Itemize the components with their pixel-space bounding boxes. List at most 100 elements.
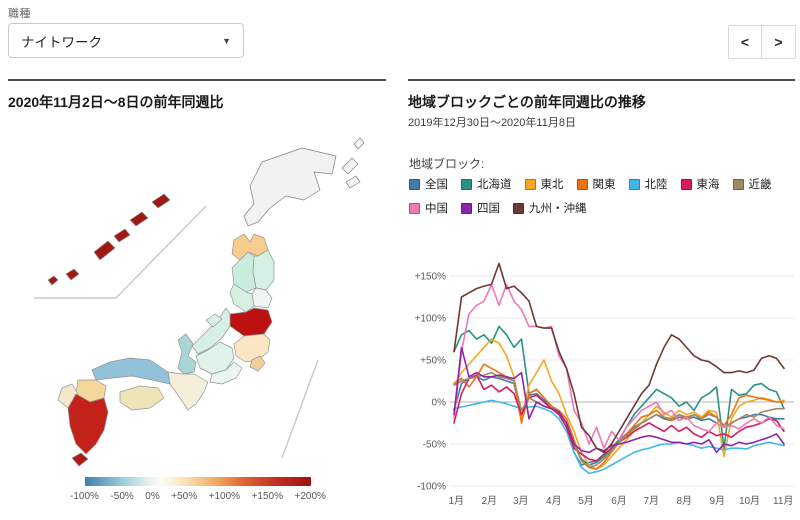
map-region-chubu[interactable] bbox=[195, 341, 235, 375]
map-region-iwate[interactable] bbox=[252, 249, 275, 291]
series-line-近畿 bbox=[453, 371, 785, 469]
legend-item[interactable]: 中国 bbox=[409, 200, 448, 216]
color-scale-tick: 0% bbox=[145, 491, 160, 502]
map-region-okinawa[interactable] bbox=[65, 268, 80, 281]
islands-inset-border bbox=[281, 359, 319, 459]
map-region-fukushima[interactable] bbox=[229, 307, 273, 337]
legend-label: 九州・沖縄 bbox=[529, 203, 587, 215]
x-axis-tick-label: 6月 bbox=[611, 495, 627, 507]
map-region-kinki[interactable] bbox=[167, 371, 209, 411]
map-region-okinawa[interactable] bbox=[113, 228, 131, 243]
legend-item[interactable]: 関東 bbox=[576, 176, 616, 192]
color-scale-tick: +50% bbox=[171, 491, 198, 502]
map-region-kyushu-south[interactable] bbox=[67, 393, 109, 455]
legend-swatch-icon bbox=[732, 178, 744, 190]
legend-swatch-icon bbox=[409, 178, 420, 190]
legend-swatch-icon bbox=[680, 178, 692, 190]
occupation-select[interactable]: ナイトワーク ▼ bbox=[8, 23, 244, 58]
y-axis-tick-label: +150% bbox=[415, 272, 447, 283]
map-region-kanto[interactable] bbox=[233, 333, 271, 363]
caret-down-icon: ▼ bbox=[222, 35, 231, 46]
map-panel-title: 2020年11月2日〜8日の前年同週比 bbox=[8, 94, 224, 110]
map-region-tokai[interactable] bbox=[209, 361, 243, 385]
legend-swatch-icon bbox=[524, 178, 536, 190]
right-panel-divider bbox=[408, 79, 795, 81]
legend-label: 近畿 bbox=[748, 179, 772, 191]
map-region-osumi-island[interactable] bbox=[71, 452, 89, 467]
chart-legend: 全国 北海道 東北 関東 北陸 東海 近畿中国 四国 九州・沖縄 bbox=[409, 176, 797, 216]
map-region-okinawa[interactable] bbox=[93, 240, 116, 261]
chart-panel-title: 地域ブロックごとの前年同週比の推移 bbox=[408, 94, 646, 110]
y-axis-tick-label: +50% bbox=[420, 356, 446, 367]
map-region-shikoku[interactable] bbox=[119, 385, 165, 411]
chart-subtitle: 2019年12月30日〜2020年11月8日 bbox=[408, 117, 576, 129]
map-region-yamagata[interactable] bbox=[229, 283, 255, 313]
x-axis-tick-label: 2月 bbox=[481, 495, 497, 507]
map-region-ne-islands[interactable] bbox=[341, 157, 359, 175]
series-line-九州・沖縄 bbox=[453, 262, 785, 454]
trend-line-chart: +150% +100% +50% 0% -50% -100%1月 2月 3月 4月 5月 6月 7月 8… bbox=[415, 262, 794, 507]
map-region-hokuriku[interactable] bbox=[177, 333, 197, 375]
legend-item[interactable]: 近畿 bbox=[732, 176, 772, 192]
map-region-chiba[interactable] bbox=[249, 355, 266, 372]
map-region-sado[interactable] bbox=[205, 313, 223, 328]
legend-item[interactable]: 北海道 bbox=[461, 176, 512, 192]
x-axis-tick-label: 7月 bbox=[643, 495, 659, 507]
legend-title: 地域ブロック: bbox=[409, 157, 485, 171]
color-scale-ticks: -100% -50% 0% +50% +100% +150% +200% bbox=[70, 491, 326, 502]
legend-label: 中国 bbox=[425, 203, 448, 215]
map-region-ne-islands[interactable] bbox=[353, 137, 365, 150]
map-region-chugoku[interactable] bbox=[91, 357, 171, 385]
left-panel-divider bbox=[8, 79, 386, 81]
filter-label: 職種 bbox=[8, 8, 31, 20]
map-region-ne-islands[interactable] bbox=[345, 175, 361, 189]
series-line-北陸 bbox=[453, 399, 785, 475]
legend-label: 四国 bbox=[477, 203, 500, 215]
color-scale-tick: +200% bbox=[294, 491, 326, 502]
legend-label: 北海道 bbox=[477, 179, 512, 191]
series-line-東北 bbox=[453, 338, 785, 470]
color-scale-tick: -100% bbox=[70, 491, 99, 502]
legend-swatch-icon bbox=[461, 178, 472, 190]
y-axis-tick-label: 0% bbox=[432, 398, 447, 409]
y-axis-tick-label: -50% bbox=[423, 440, 446, 451]
map-region-miyagi[interactable] bbox=[251, 287, 273, 309]
legend-swatch-icon bbox=[409, 202, 420, 214]
legend-label: 東海 bbox=[696, 179, 720, 191]
map-region-hokkaido[interactable] bbox=[243, 147, 337, 227]
legend-item[interactable]: 四国 bbox=[461, 200, 500, 216]
color-scale-tick: -50% bbox=[110, 491, 134, 502]
legend-label: 全国 bbox=[425, 179, 448, 191]
color-scale-tick: +100% bbox=[208, 491, 241, 502]
x-axis-tick-label: 1月 bbox=[448, 495, 464, 507]
pager: < > bbox=[728, 25, 796, 59]
legend-item[interactable]: 九州・沖縄 bbox=[513, 200, 587, 216]
next-button[interactable]: > bbox=[762, 26, 795, 58]
x-axis-tick-label: 5月 bbox=[578, 495, 594, 507]
okinawa-inset-border bbox=[34, 205, 207, 299]
legend-item[interactable]: 北陸 bbox=[628, 176, 668, 192]
x-axis-tick-label: 8月 bbox=[676, 495, 692, 507]
x-axis-tick-label: 10月 bbox=[739, 495, 760, 507]
color-scale-bar bbox=[85, 477, 311, 486]
legend-swatch-icon bbox=[628, 178, 640, 190]
x-axis-tick-label: 3月 bbox=[513, 495, 529, 507]
x-axis-tick-label: 9月 bbox=[709, 495, 725, 507]
map-region-okinawa[interactable] bbox=[129, 211, 149, 227]
map-region-okinawa[interactable] bbox=[47, 275, 59, 286]
color-scale-tick: +150% bbox=[251, 491, 283, 502]
x-axis-tick-label: 4月 bbox=[546, 495, 562, 507]
legend-swatch-icon bbox=[513, 202, 524, 214]
legend-item[interactable]: 東海 bbox=[680, 176, 720, 192]
legend-label: 関東 bbox=[592, 179, 616, 191]
y-axis-tick-label: +100% bbox=[415, 314, 447, 325]
legend-swatch-icon bbox=[461, 202, 472, 214]
legend-item[interactable]: 東北 bbox=[524, 176, 564, 192]
legend-label: 東北 bbox=[540, 179, 564, 191]
y-axis-tick-label: -100% bbox=[417, 482, 446, 493]
prev-button[interactable]: < bbox=[729, 26, 762, 58]
map-region-okinawa[interactable] bbox=[151, 193, 171, 209]
japan-choropleth-map bbox=[34, 137, 365, 467]
occupation-select-value: ナイトワーク bbox=[21, 34, 102, 50]
legend-item[interactable]: 全国 bbox=[409, 176, 448, 192]
